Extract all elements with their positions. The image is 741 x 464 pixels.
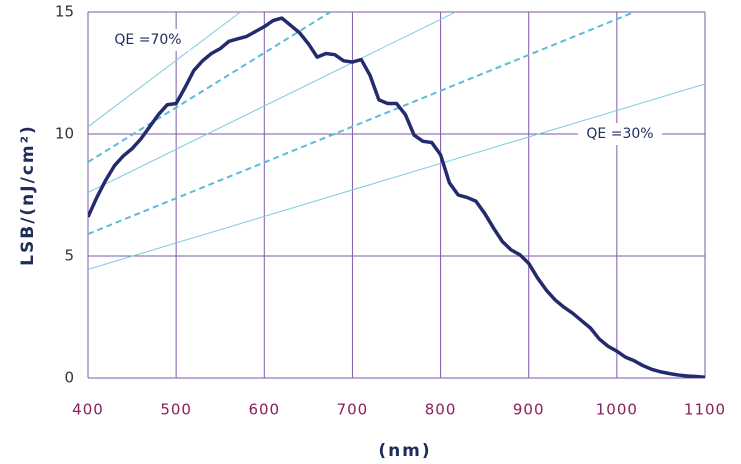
x-tick-label: 500 <box>160 401 192 419</box>
x-tick-label: 1100 <box>684 401 726 419</box>
annotation: QE =70% <box>114 32 181 48</box>
series-line <box>88 12 331 163</box>
y-tick-label: 5 <box>64 247 74 265</box>
x-tick-label: 900 <box>513 401 545 419</box>
x-tick-label: 1000 <box>596 401 638 419</box>
x-tick-label: 600 <box>248 401 280 419</box>
x-tick-label: 800 <box>425 401 457 419</box>
y-tick-label: 0 <box>64 369 74 387</box>
annotation: QE =30% <box>586 126 653 142</box>
y-tick-label: 10 <box>55 125 74 143</box>
annotation-bg <box>578 123 662 145</box>
y-axis-label: LSB/(nJ/cm²) <box>18 124 38 266</box>
series-line <box>88 12 241 128</box>
annotation-bg <box>106 29 190 51</box>
series-line <box>88 12 635 235</box>
x-axis-label: (nm) <box>378 441 431 461</box>
x-tick-label: 400 <box>72 401 104 419</box>
series-line <box>88 83 705 270</box>
y-tick-label: 15 <box>55 3 74 21</box>
series-line <box>88 12 456 194</box>
series-line <box>88 16 705 378</box>
x-tick-label: 700 <box>337 401 369 419</box>
